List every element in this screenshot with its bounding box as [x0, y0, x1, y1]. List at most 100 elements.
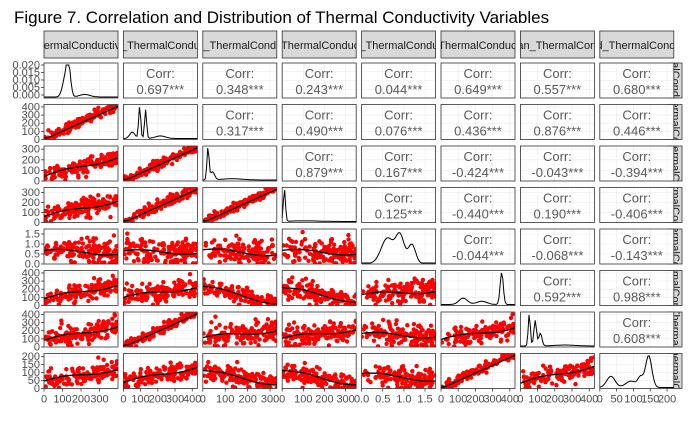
data-point [137, 166, 142, 171]
smooth-line [282, 369, 357, 386]
data-point [315, 283, 320, 289]
data-point [267, 297, 272, 302]
data-point [328, 385, 333, 389]
panel [43, 311, 119, 348]
data-point [284, 343, 289, 347]
data-point [416, 332, 422, 337]
strip-background [123, 30, 198, 59]
data-point [494, 333, 499, 339]
data-point [88, 202, 94, 207]
data-point [47, 374, 52, 379]
data-point [94, 296, 99, 301]
panel [202, 187, 278, 223]
data-point [249, 254, 255, 259]
panel: Corr:0.608*** [599, 311, 675, 348]
data-point [255, 294, 260, 299]
data-point [510, 312, 515, 317]
panel-border [202, 311, 278, 348]
data-point [291, 259, 296, 264]
data-point [143, 292, 149, 298]
data-point [145, 365, 151, 371]
smooth-line [361, 331, 436, 339]
data-point [96, 318, 101, 324]
data-point [238, 298, 244, 303]
data-point [112, 313, 118, 318]
data-point [370, 321, 375, 326]
data-point [353, 326, 357, 331]
data-point [161, 319, 167, 325]
data-point [380, 383, 385, 388]
points-group [361, 276, 436, 306]
panel-border [123, 62, 198, 99]
data-point [165, 254, 170, 260]
data-point [79, 247, 84, 253]
data-point [483, 359, 488, 364]
data-point [99, 335, 104, 340]
data-point [169, 161, 175, 167]
data-point [112, 277, 117, 282]
data-point [268, 385, 273, 389]
data-point [62, 241, 68, 246]
data-point [289, 363, 295, 369]
data-point [382, 366, 387, 371]
data-point [223, 253, 228, 258]
panel-background [282, 187, 357, 223]
panel: Corr:0.243*** [281, 62, 357, 99]
panel: Corr:0.436*** [440, 104, 516, 140]
panel-border [123, 270, 198, 306]
data-point [348, 244, 354, 249]
data-point [187, 279, 192, 284]
panel-border [202, 145, 278, 182]
corr-value: -0.068*** [531, 248, 583, 263]
data-point [403, 298, 408, 304]
data-point [140, 281, 145, 286]
data-point [51, 216, 57, 221]
panel [281, 311, 357, 348]
panel-border [123, 145, 198, 182]
data-point [74, 374, 79, 380]
points-group [282, 318, 357, 347]
data-point [399, 364, 405, 369]
corr-value: 0.125*** [375, 207, 423, 222]
data-point [87, 239, 92, 244]
data-point [334, 261, 339, 264]
smooth-line [282, 329, 357, 339]
panel: Corr:0.988*** [599, 270, 675, 306]
data-point [172, 248, 177, 253]
data-point [102, 241, 107, 247]
data-point [107, 239, 113, 244]
smooth-line [44, 284, 118, 300]
data-point [53, 340, 59, 345]
panel-background [599, 104, 674, 140]
data-point [314, 302, 319, 306]
data-point [206, 288, 211, 293]
panel-background [361, 104, 436, 140]
panel-border [123, 311, 198, 348]
data-point [262, 255, 267, 261]
data-point [259, 260, 264, 264]
data-point [364, 334, 369, 340]
data-point [374, 284, 379, 289]
points-group [361, 317, 436, 347]
data-point [346, 237, 351, 242]
data-point [265, 317, 271, 322]
data-point [310, 278, 315, 284]
data-point [253, 339, 258, 345]
data-point [194, 254, 198, 259]
panel [361, 353, 437, 389]
data-point [167, 318, 172, 323]
points-group [123, 360, 198, 389]
data-point [188, 312, 193, 315]
data-point [203, 243, 208, 248]
data-point [386, 385, 391, 389]
panel: Corr:0.446*** [599, 104, 675, 140]
data-point [108, 280, 113, 285]
data-point [341, 247, 346, 252]
corr-value: -0.044*** [452, 248, 504, 263]
data-point [174, 191, 179, 196]
data-point [387, 334, 393, 339]
data-point [294, 375, 299, 380]
corr-value: 0.680*** [613, 82, 661, 97]
points-group [202, 359, 277, 389]
panel-border [202, 353, 278, 389]
